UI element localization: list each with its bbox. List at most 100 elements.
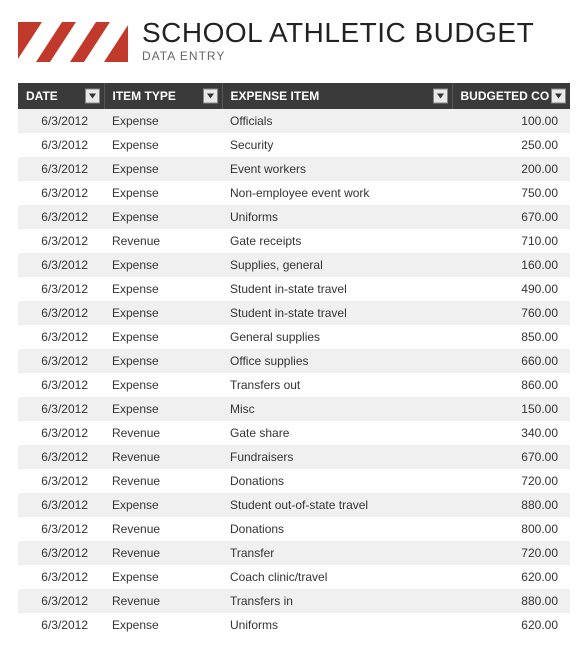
filter-dropdown-icon[interactable] xyxy=(551,89,566,104)
cell-date: 6/3/2012 xyxy=(18,181,104,205)
cell-budgeted: 670.00 xyxy=(452,205,570,229)
cell-expense-item: Student out-of-state travel xyxy=(222,493,452,517)
cell-date: 6/3/2012 xyxy=(18,541,104,565)
cell-expense-item: Transfers out xyxy=(222,373,452,397)
cell-expense-item: Transfer xyxy=(222,541,452,565)
table-row[interactable]: 6/3/2012ExpenseMisc150.00 xyxy=(18,397,570,421)
cell-expense-item: Security xyxy=(222,133,452,157)
table-row[interactable]: 6/3/2012RevenueGate receipts710.00 xyxy=(18,229,570,253)
table-row[interactable]: 6/3/2012ExpenseGeneral supplies850.00 xyxy=(18,325,570,349)
table-row[interactable]: 6/3/2012ExpenseUniforms620.00 xyxy=(18,613,570,637)
cell-date: 6/3/2012 xyxy=(18,517,104,541)
cell-type: Expense xyxy=(104,157,222,181)
cell-budgeted: 720.00 xyxy=(452,541,570,565)
filter-dropdown-icon[interactable] xyxy=(85,89,100,104)
cell-date: 6/3/2012 xyxy=(18,565,104,589)
cell-type: Expense xyxy=(104,373,222,397)
title-block: SCHOOL ATHLETIC BUDGET DATA ENTRY xyxy=(142,18,570,63)
filter-dropdown-icon[interactable] xyxy=(203,89,218,104)
cell-budgeted: 760.00 xyxy=(452,301,570,325)
cell-expense-item: Transfers in xyxy=(222,589,452,613)
cell-expense-item: Office supplies xyxy=(222,349,452,373)
table-row[interactable]: 6/3/2012ExpenseOfficials100.00 xyxy=(18,109,570,133)
column-label: ITEM TYPE xyxy=(113,89,176,103)
filter-dropdown-icon[interactable] xyxy=(433,89,448,104)
table-row[interactable]: 6/3/2012ExpenseUniforms670.00 xyxy=(18,205,570,229)
cell-type: Expense xyxy=(104,325,222,349)
cell-date: 6/3/2012 xyxy=(18,229,104,253)
cell-date: 6/3/2012 xyxy=(18,469,104,493)
table-row[interactable]: 6/3/2012ExpenseStudent out-of-state trav… xyxy=(18,493,570,517)
table-row[interactable]: 6/3/2012RevenueDonations800.00 xyxy=(18,517,570,541)
table-row[interactable]: 6/3/2012RevenueTransfers in880.00 xyxy=(18,589,570,613)
cell-expense-item: Non-employee event work xyxy=(222,181,452,205)
cell-type: Expense xyxy=(104,301,222,325)
cell-budgeted: 880.00 xyxy=(452,589,570,613)
cell-expense-item: Gate share xyxy=(222,421,452,445)
table-row[interactable]: 6/3/2012RevenueGate share340.00 xyxy=(18,421,570,445)
cell-type: Expense xyxy=(104,613,222,637)
table-row[interactable]: 6/3/2012ExpenseSupplies, general160.00 xyxy=(18,253,570,277)
cell-date: 6/3/2012 xyxy=(18,613,104,637)
cell-budgeted: 750.00 xyxy=(452,181,570,205)
table-row[interactable]: 6/3/2012ExpenseEvent workers200.00 xyxy=(18,157,570,181)
cell-expense-item: Gate receipts xyxy=(222,229,452,253)
column-label: DATE xyxy=(26,89,58,103)
cell-budgeted: 710.00 xyxy=(452,229,570,253)
column-header-budgeted[interactable]: BUDGETED CO xyxy=(452,83,570,109)
table-row[interactable]: 6/3/2012ExpenseNon-employee event work75… xyxy=(18,181,570,205)
cell-budgeted: 670.00 xyxy=(452,445,570,469)
column-header-expense-item[interactable]: EXPENSE ITEM xyxy=(222,83,452,109)
cell-expense-item: Supplies, general xyxy=(222,253,452,277)
table-row[interactable]: 6/3/2012RevenueDonations720.00 xyxy=(18,469,570,493)
cell-type: Revenue xyxy=(104,469,222,493)
cell-type: Revenue xyxy=(104,589,222,613)
page-subtitle: DATA ENTRY xyxy=(142,49,570,63)
cell-expense-item: Fundraisers xyxy=(222,445,452,469)
cell-type: Expense xyxy=(104,493,222,517)
column-label: BUDGETED CO xyxy=(461,89,550,103)
cell-expense-item: Coach clinic/travel xyxy=(222,565,452,589)
cell-type: Expense xyxy=(104,133,222,157)
table-body: 6/3/2012ExpenseOfficials100.006/3/2012Ex… xyxy=(18,109,570,637)
column-header-date[interactable]: DATE xyxy=(18,83,104,109)
cell-date: 6/3/2012 xyxy=(18,373,104,397)
table-row[interactable]: 6/3/2012ExpenseSecurity250.00 xyxy=(18,133,570,157)
cell-date: 6/3/2012 xyxy=(18,133,104,157)
cell-budgeted: 660.00 xyxy=(452,349,570,373)
column-label: EXPENSE ITEM xyxy=(231,89,320,103)
table-row[interactable]: 6/3/2012ExpenseOffice supplies660.00 xyxy=(18,349,570,373)
table-row[interactable]: 6/3/2012ExpenseCoach clinic/travel620.00 xyxy=(18,565,570,589)
cell-budgeted: 250.00 xyxy=(452,133,570,157)
cell-type: Revenue xyxy=(104,421,222,445)
table-row[interactable]: 6/3/2012ExpenseTransfers out860.00 xyxy=(18,373,570,397)
cell-budgeted: 150.00 xyxy=(452,397,570,421)
cell-type: Revenue xyxy=(104,229,222,253)
cell-type: Expense xyxy=(104,205,222,229)
table-row[interactable]: 6/3/2012RevenueFundraisers670.00 xyxy=(18,445,570,469)
table-row[interactable]: 6/3/2012ExpenseStudent in-state travel49… xyxy=(18,277,570,301)
cell-budgeted: 850.00 xyxy=(452,325,570,349)
cell-type: Expense xyxy=(104,109,222,133)
cell-budgeted: 490.00 xyxy=(452,277,570,301)
cell-date: 6/3/2012 xyxy=(18,325,104,349)
cell-date: 6/3/2012 xyxy=(18,109,104,133)
cell-expense-item: Officials xyxy=(222,109,452,133)
table-row[interactable]: 6/3/2012ExpenseStudent in-state travel76… xyxy=(18,301,570,325)
cell-date: 6/3/2012 xyxy=(18,253,104,277)
page-header: SCHOOL ATHLETIC BUDGET DATA ENTRY xyxy=(18,18,570,67)
budget-table: DATE ITEM TYPE EXPENSE ITEM BUDGETED CO xyxy=(18,83,570,637)
cell-date: 6/3/2012 xyxy=(18,421,104,445)
cell-type: Expense xyxy=(104,349,222,373)
cell-expense-item: Uniforms xyxy=(222,205,452,229)
cell-budgeted: 340.00 xyxy=(452,421,570,445)
table-row[interactable]: 6/3/2012RevenueTransfer720.00 xyxy=(18,541,570,565)
cell-type: Revenue xyxy=(104,541,222,565)
cell-budgeted: 160.00 xyxy=(452,253,570,277)
cell-date: 6/3/2012 xyxy=(18,157,104,181)
cell-date: 6/3/2012 xyxy=(18,277,104,301)
cell-budgeted: 100.00 xyxy=(452,109,570,133)
column-header-type[interactable]: ITEM TYPE xyxy=(104,83,222,109)
cell-type: Expense xyxy=(104,397,222,421)
cell-expense-item: Donations xyxy=(222,469,452,493)
